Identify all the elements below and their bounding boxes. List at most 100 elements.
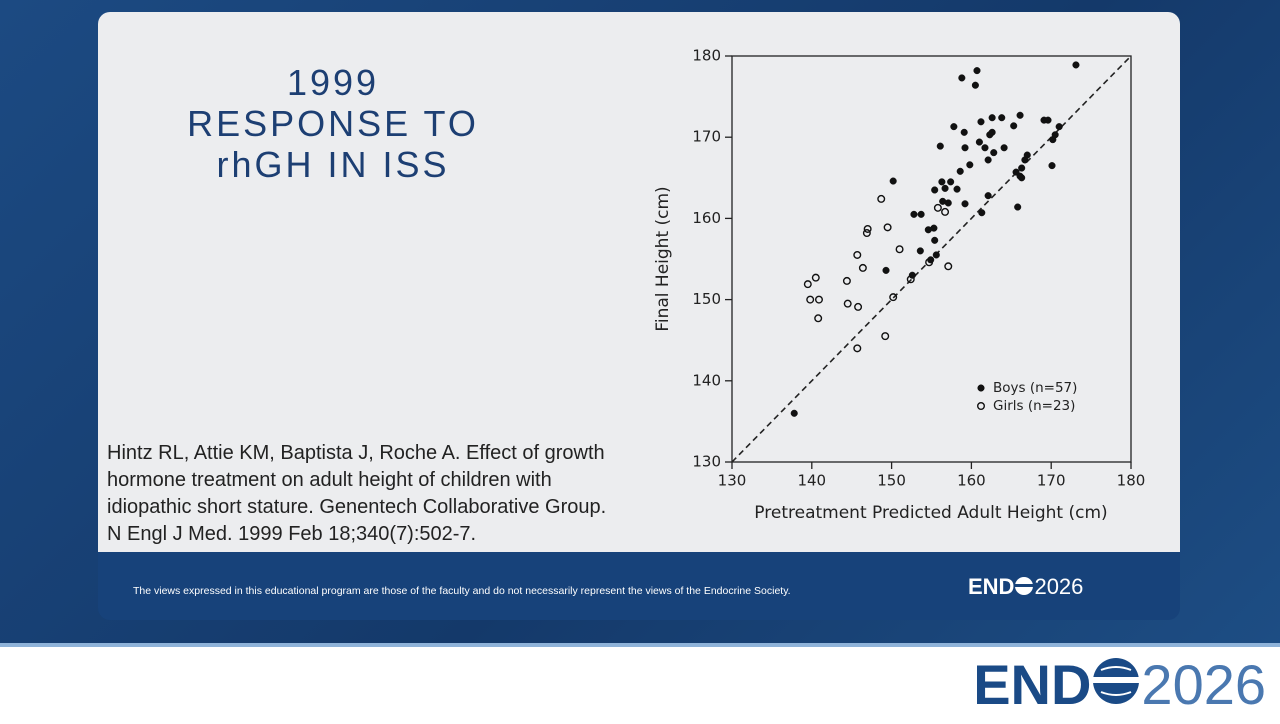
plot-frame (731, 55, 1132, 463)
point (883, 223, 892, 232)
point (814, 295, 823, 304)
point (1018, 164, 1026, 172)
point (990, 149, 998, 157)
point (930, 224, 938, 232)
point (988, 114, 996, 122)
title-line: rhGH IN ISS (216, 144, 450, 185)
point (853, 250, 862, 259)
point (961, 200, 969, 208)
point (882, 266, 890, 274)
citation-line: N Engl J Med. 1999 Feb 18;340(7):502-7. (107, 523, 477, 545)
logo-prefix: END (973, 653, 1092, 716)
point (895, 245, 904, 254)
point (984, 192, 992, 200)
y-axis-label: Final Height (cm) (653, 186, 673, 331)
logo-prefix: END (968, 574, 1015, 599)
point (889, 293, 898, 302)
point (1051, 131, 1059, 139)
point (947, 178, 955, 186)
y-tick-label: 170 (692, 128, 721, 146)
y-tick-label: 130 (692, 453, 721, 471)
title-line: 1999 (286, 62, 380, 103)
y-tick-label: 140 (692, 371, 721, 389)
point (858, 263, 867, 272)
point (950, 123, 958, 131)
point (966, 161, 974, 169)
point (1023, 151, 1031, 159)
point (941, 207, 950, 216)
point (984, 156, 992, 164)
point (853, 344, 862, 353)
citation-line: idiopathic short stature. Genentech Coll… (107, 496, 607, 518)
point (910, 210, 918, 218)
y-tick-label: 160 (692, 209, 721, 227)
footer-logo: END 2026 (968, 574, 1083, 600)
brand-logo: END 2026 (973, 655, 1266, 715)
logo-globe (1091, 658, 1142, 704)
point (988, 128, 996, 136)
point (889, 177, 897, 185)
point (811, 273, 820, 282)
logo-globe (1014, 577, 1035, 595)
point (953, 185, 961, 193)
point (843, 299, 852, 308)
point (941, 184, 949, 192)
point (916, 247, 924, 255)
point (1048, 162, 1056, 170)
point (862, 229, 871, 238)
x-tick-label: 180 (1117, 472, 1146, 490)
point (863, 224, 872, 233)
point (981, 144, 989, 152)
point (931, 236, 939, 244)
point (973, 67, 981, 75)
point (933, 203, 942, 212)
point (1072, 61, 1080, 69)
title-line: RESPONSE TO (187, 103, 479, 144)
bottom-strip (0, 643, 1280, 724)
point (842, 276, 851, 285)
citation-line: Hintz RL, Attie KM, Baptista J, Roche A.… (107, 442, 605, 464)
point (917, 210, 925, 218)
point (877, 194, 886, 203)
point (806, 295, 815, 304)
point (936, 142, 944, 150)
point (958, 74, 966, 82)
point (1014, 203, 1022, 211)
point (938, 178, 946, 186)
logo-year: 2026 (1141, 653, 1266, 716)
citation: Hintz RL, Attie KM, Baptista J, Roche A.… (107, 440, 707, 548)
x-tick-label: 160 (957, 472, 986, 490)
x-tick-label: 140 (797, 472, 826, 490)
point (925, 258, 934, 267)
point (944, 262, 953, 271)
point (1000, 144, 1008, 152)
point (1055, 123, 1063, 131)
point (1018, 174, 1026, 182)
point (956, 167, 964, 175)
point (977, 118, 985, 126)
point (975, 138, 983, 146)
x-tick-label: 170 (1037, 472, 1066, 490)
point (932, 251, 940, 259)
y-tick-label: 150 (692, 290, 721, 308)
legend-marker (977, 402, 986, 411)
point (998, 114, 1006, 122)
point (971, 81, 979, 89)
point (961, 144, 969, 152)
point (960, 128, 968, 136)
point (814, 314, 823, 323)
point (790, 409, 798, 417)
slide-title: 1999 RESPONSE TO rhGH IN ISS (158, 62, 508, 185)
legend-label: Boys (n=57) (993, 380, 1077, 396)
point (906, 275, 915, 284)
logo-year: 2026 (1034, 574, 1084, 599)
point (881, 332, 890, 341)
x-tick-label: 150 (877, 472, 906, 490)
point (1044, 116, 1052, 124)
slide-card: 1999 RESPONSE TO rhGH IN ISS Hintz RL, Att… (98, 12, 1180, 620)
point (978, 209, 986, 217)
point (1010, 122, 1018, 130)
point (854, 302, 863, 311)
chart: Final Height (cm) Pretreatment Predicted… (653, 47, 1146, 524)
